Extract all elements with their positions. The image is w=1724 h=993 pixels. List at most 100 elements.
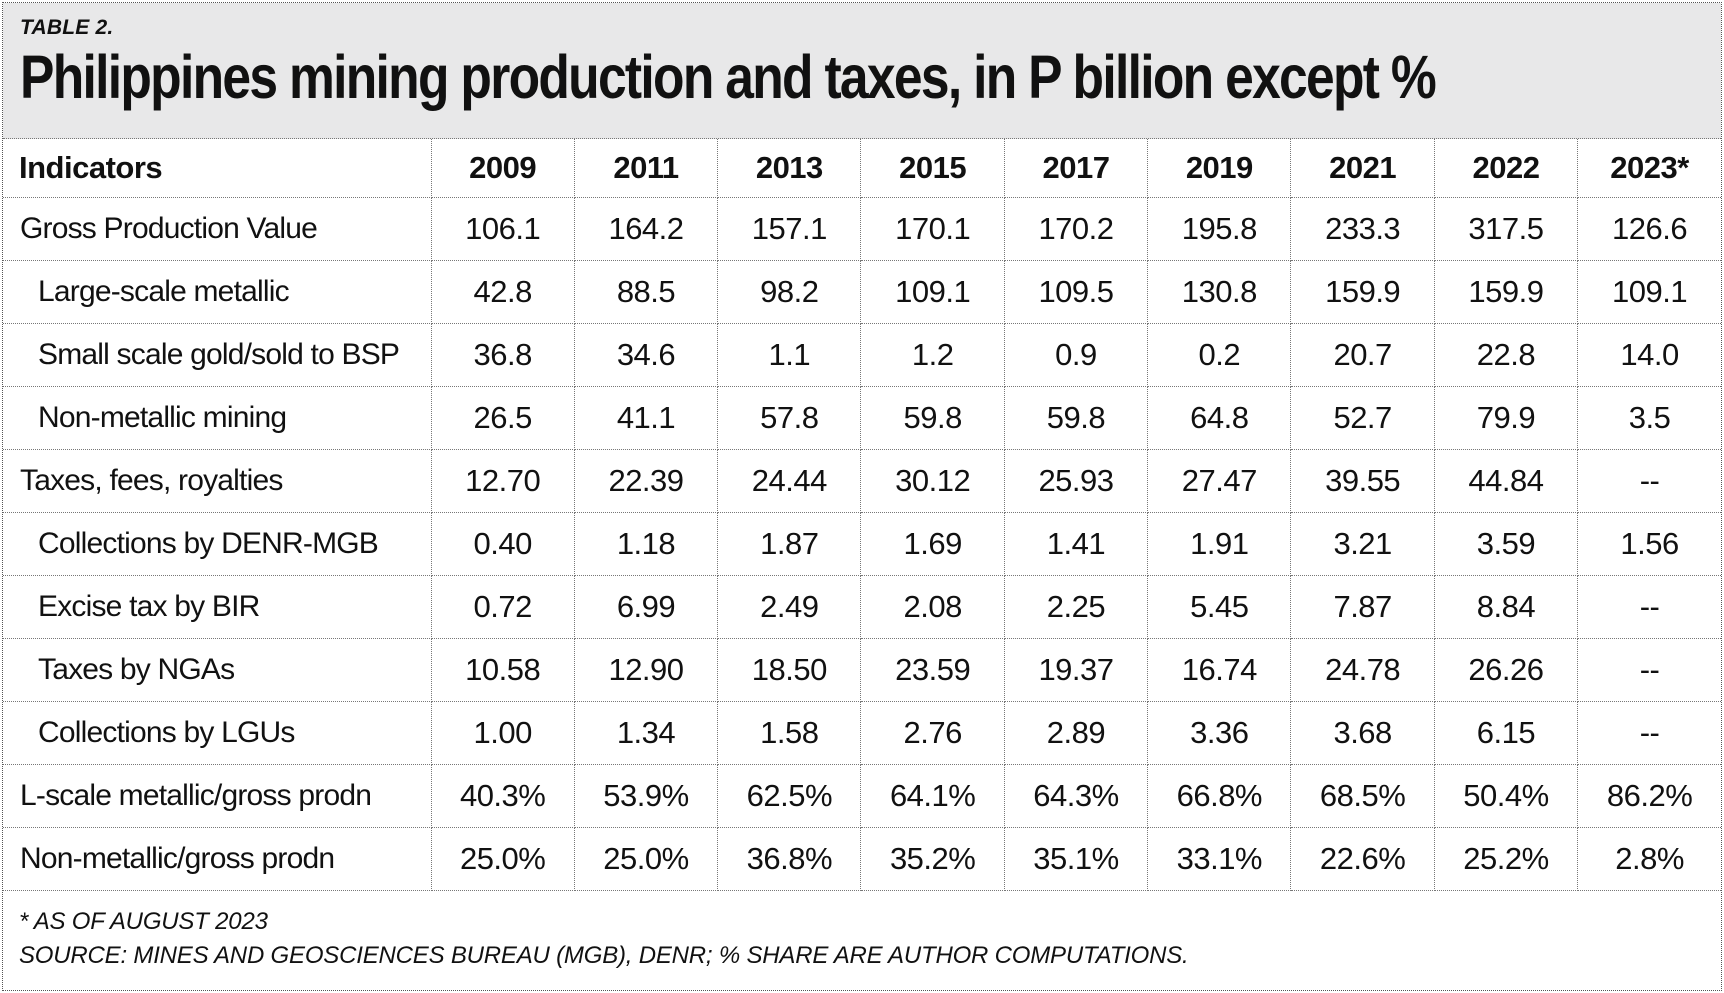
value-cell: 57.8: [717, 385, 862, 450]
value-cell: 0.72: [430, 574, 575, 639]
value-cell: 126.6: [1577, 196, 1721, 261]
table-row: Taxes, fees, royalties 12.70 22.39 24.44 30.…: [3, 448, 1721, 513]
value-cell: 86.2%: [1577, 763, 1721, 828]
value-cell: 233.3: [1290, 196, 1435, 261]
value-cell: 317.5: [1433, 196, 1579, 261]
value-cell: 106.1: [430, 196, 575, 261]
value-cell: --: [1577, 574, 1721, 639]
table-row: Gross Production Value 106.1 164.2 157.1 170…: [3, 196, 1721, 261]
table-row: Small scale gold/sold to BSP 36.8 34.6 1.1 1…: [3, 322, 1721, 387]
value-cell: 3.68: [1290, 700, 1435, 765]
value-cell: 164.2: [573, 196, 719, 261]
value-cell: 3.59: [1433, 511, 1579, 576]
value-cell: 159.9: [1433, 259, 1579, 324]
value-cell: 25.93: [1003, 448, 1149, 513]
value-cell: 130.8: [1147, 259, 1292, 324]
value-cell: 27.47: [1147, 448, 1292, 513]
header-row: Indicators 2009 2011 2013 2015 2017 2019 2021 20…: [3, 139, 1721, 198]
column-header-year: 2013: [717, 139, 862, 198]
row-label: Small scale gold/sold to BSP: [3, 322, 432, 387]
value-cell: 41.1: [573, 385, 719, 450]
value-cell: 25.2%: [1433, 826, 1579, 891]
value-cell: 68.5%: [1290, 763, 1435, 828]
column-header-year: 2011: [573, 139, 719, 198]
value-cell: 52.7: [1290, 385, 1435, 450]
row-label: Collections by DENR-MGB: [3, 511, 432, 576]
value-cell: 22.6%: [1290, 826, 1435, 891]
value-cell: 8.84: [1433, 574, 1579, 639]
value-cell: 39.55: [1290, 448, 1435, 513]
value-cell: 1.56: [1577, 511, 1721, 576]
value-cell: 2.08: [860, 574, 1005, 639]
table-row: Non-metallic/gross prodn 25.0% 25.0% 36.8% 3…: [3, 826, 1721, 891]
value-cell: 26.26: [1433, 637, 1579, 702]
value-cell: 1.18: [573, 511, 719, 576]
row-label: Excise tax by BIR: [3, 574, 432, 639]
row-label: Gross Production Value: [3, 196, 432, 261]
value-cell: 12.70: [430, 448, 575, 513]
value-cell: 1.69: [860, 511, 1005, 576]
value-cell: 59.8: [1003, 385, 1149, 450]
value-cell: 3.21: [1290, 511, 1435, 576]
value-cell: 64.8: [1147, 385, 1292, 450]
value-cell: 35.1%: [1003, 826, 1149, 891]
value-cell: 18.50: [717, 637, 862, 702]
value-cell: 26.5: [430, 385, 575, 450]
value-cell: 22.8: [1433, 322, 1579, 387]
value-cell: 98.2: [717, 259, 862, 324]
value-cell: 159.9: [1290, 259, 1435, 324]
value-cell: 64.3%: [1003, 763, 1149, 828]
table-row: Non-metallic mining 26.5 41.1 57.8 59.8 59.8 6…: [3, 385, 1721, 450]
value-cell: 19.37: [1003, 637, 1149, 702]
value-cell: 1.34: [573, 700, 719, 765]
value-cell: 66.8%: [1147, 763, 1292, 828]
table-number-label: TABLE 2.: [20, 16, 114, 39]
value-cell: 2.8%: [1577, 826, 1721, 891]
value-cell: 34.6: [573, 322, 719, 387]
value-cell: 53.9%: [573, 763, 719, 828]
footnotes: * AS OF AUGUST 2023 SOURCE: MINES AND GE…: [3, 890, 1721, 973]
value-cell: 62.5%: [717, 763, 862, 828]
row-label: Non-metallic mining: [3, 385, 432, 450]
value-cell: 40.3%: [430, 763, 575, 828]
value-cell: 6.99: [573, 574, 719, 639]
row-label: Non-metallic/gross prodn: [3, 826, 432, 891]
value-cell: --: [1577, 637, 1721, 702]
column-header-year: 2017: [1003, 139, 1149, 198]
row-label: Taxes by NGAs: [3, 637, 432, 702]
value-cell: 195.8: [1147, 196, 1292, 261]
table-row: Large-scale metallic 42.8 88.5 98.2 109.1 109…: [3, 259, 1721, 324]
column-header-year: 2009: [430, 139, 575, 198]
value-cell: 16.74: [1147, 637, 1292, 702]
column-header-year: 2023*: [1577, 139, 1721, 198]
value-cell: 170.2: [1003, 196, 1149, 261]
value-cell: 6.15: [1433, 700, 1579, 765]
value-cell: 5.45: [1147, 574, 1292, 639]
value-cell: 50.4%: [1433, 763, 1579, 828]
value-cell: 10.58: [430, 637, 575, 702]
value-cell: 25.0%: [430, 826, 575, 891]
value-cell: 170.1: [860, 196, 1005, 261]
value-cell: 24.78: [1290, 637, 1435, 702]
row-label: Taxes, fees, royalties: [3, 448, 432, 513]
value-cell: 12.90: [573, 637, 719, 702]
footnote-asterisk: * AS OF AUGUST 2023: [19, 907, 268, 935]
value-cell: 1.1: [717, 322, 862, 387]
value-cell: 59.8: [860, 385, 1005, 450]
data-table: Indicators 2009 2011 2013 2015 2017 2019 2021 20…: [3, 139, 1721, 891]
footnote-source: SOURCE: MINES AND GEOSCIENCES BUREAU (MG…: [19, 941, 1189, 969]
value-cell: 1.2: [860, 322, 1005, 387]
value-cell: 33.1%: [1147, 826, 1292, 891]
value-cell: 0.2: [1147, 322, 1292, 387]
table-row: Collections by DENR-MGB 0.40 1.18 1.87 1.69 1…: [3, 511, 1721, 576]
value-cell: 2.25: [1003, 574, 1149, 639]
value-cell: 7.87: [1290, 574, 1435, 639]
value-cell: 36.8: [430, 322, 575, 387]
value-cell: 36.8%: [717, 826, 862, 891]
column-header-indicators: Indicators: [3, 139, 432, 198]
table-row: L-scale metallic/gross prodn 40.3% 53.9% 62…: [3, 763, 1721, 828]
title-band: TABLE 2. Philippines mining production a…: [3, 3, 1721, 139]
table-row: Taxes by NGAs 10.58 12.90 18.50 23.59 19.37 16…: [3, 637, 1721, 702]
value-cell: 1.41: [1003, 511, 1149, 576]
table-row: Collections by LGUs 1.00 1.34 1.58 2.76 2.89 3…: [3, 700, 1721, 765]
